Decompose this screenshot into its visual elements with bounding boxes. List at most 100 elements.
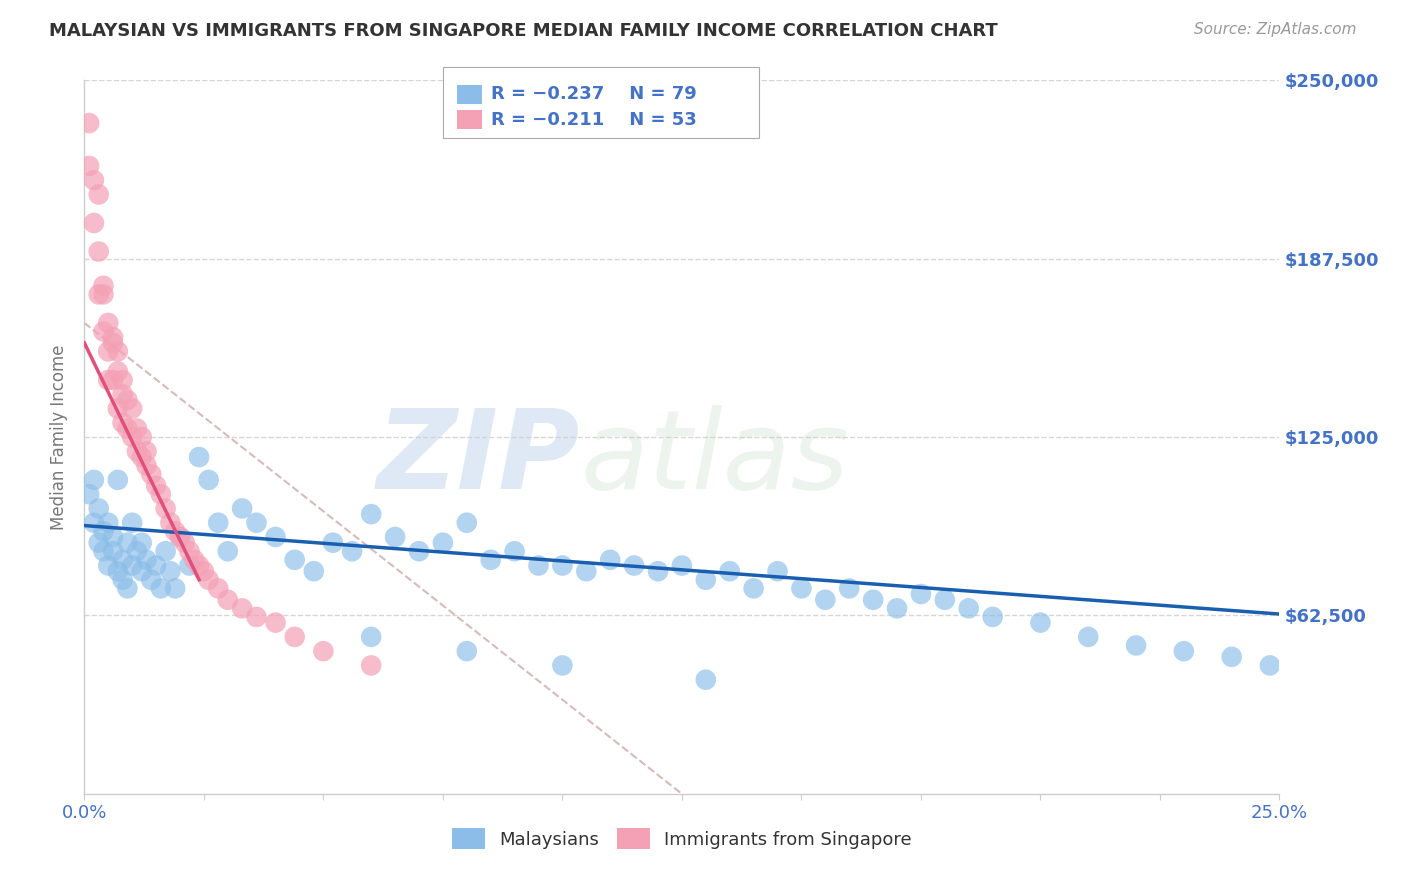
Point [77, 116, 100, 130]
Point [169, 530, 191, 544]
Point [111, 553, 134, 567]
Point [131, 450, 153, 464]
Y-axis label: Median Family Income: Median Family Income [51, 344, 69, 530]
Point [695, 573, 717, 587]
Point [1077, 630, 1099, 644]
Point [149, 582, 172, 596]
Point [111, 573, 134, 587]
Point [97, 516, 120, 530]
Point [165, 582, 187, 596]
Point [886, 601, 908, 615]
Point [87, 244, 110, 259]
Point [149, 487, 172, 501]
Point [981, 610, 1004, 624]
Point [183, 553, 205, 567]
Point [83, 173, 105, 187]
Point [173, 535, 195, 549]
Point [117, 582, 139, 596]
Point [623, 558, 645, 573]
Point [179, 558, 201, 573]
Point [101, 330, 124, 344]
Point [245, 516, 267, 530]
Point [101, 335, 124, 350]
Point [101, 530, 124, 544]
Point [93, 524, 115, 539]
Point [1125, 639, 1147, 653]
Point [207, 582, 229, 596]
Point [695, 673, 717, 687]
Point [934, 592, 956, 607]
Point [284, 630, 307, 644]
Point [93, 287, 115, 301]
Point [1220, 649, 1243, 664]
Point [111, 416, 134, 430]
Point [145, 558, 167, 573]
Point [141, 573, 163, 587]
Point [125, 421, 148, 435]
Point [131, 564, 153, 578]
Point [479, 553, 502, 567]
Point [231, 601, 253, 615]
Point [302, 564, 325, 578]
Point [111, 373, 134, 387]
Point [197, 473, 219, 487]
Point [957, 601, 980, 615]
Point [83, 473, 105, 487]
Point [107, 364, 129, 378]
Text: ZIP: ZIP [377, 405, 581, 512]
Point [766, 564, 789, 578]
Point [188, 450, 211, 464]
Point [527, 558, 550, 573]
Point [231, 501, 253, 516]
Point [647, 564, 669, 578]
Point [671, 558, 693, 573]
Point [155, 501, 177, 516]
Point [551, 558, 574, 573]
Point [155, 544, 177, 558]
Point [117, 421, 139, 435]
Point [245, 610, 267, 624]
Point [188, 558, 211, 573]
Point [93, 278, 115, 293]
Point [217, 592, 239, 607]
Point [87, 187, 110, 202]
Point [432, 535, 454, 549]
Point [322, 535, 344, 549]
Point [111, 387, 134, 401]
Point [340, 544, 363, 558]
Point [456, 644, 478, 658]
Point [503, 544, 526, 558]
Legend: Malaysians, Immigrants from Singapore: Malaysians, Immigrants from Singapore [444, 821, 920, 856]
Point [107, 473, 129, 487]
Point [97, 316, 120, 330]
Point [165, 524, 187, 539]
Point [97, 558, 120, 573]
Point [101, 544, 124, 558]
Point [159, 516, 181, 530]
Point [107, 564, 129, 578]
Point [121, 516, 143, 530]
Point [121, 401, 143, 416]
Point [141, 467, 163, 482]
Point [862, 592, 884, 607]
Point [83, 516, 105, 530]
Point [87, 501, 110, 516]
Point [360, 507, 382, 521]
Point [575, 564, 598, 578]
Point [360, 630, 382, 644]
Text: R = −0.211    N = 53: R = −0.211 N = 53 [491, 111, 696, 128]
Point [264, 530, 287, 544]
Point [360, 658, 382, 673]
Point [217, 544, 239, 558]
Point [910, 587, 932, 601]
Point [97, 344, 120, 359]
Point [83, 216, 105, 230]
Point [790, 582, 813, 596]
Point [87, 287, 110, 301]
Point [814, 592, 837, 607]
Point [456, 516, 478, 530]
Text: atlas: atlas [581, 405, 849, 512]
Point [107, 401, 129, 416]
Point [408, 544, 430, 558]
Point [93, 544, 115, 558]
